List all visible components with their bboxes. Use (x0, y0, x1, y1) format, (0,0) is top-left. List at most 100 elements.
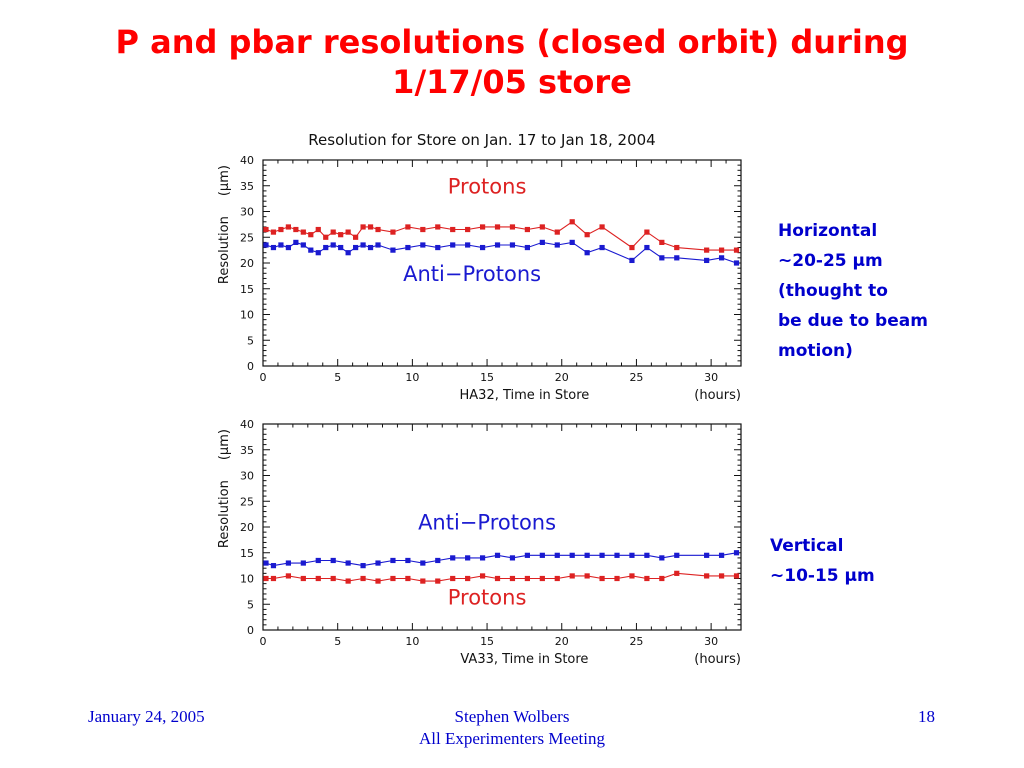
protons-point (323, 234, 329, 240)
antiprotons-point (494, 242, 501, 248)
antiprotons-point (330, 242, 336, 248)
protons-point (330, 575, 336, 582)
x-tick-label: 5 (334, 635, 341, 648)
slide-title-line-2: 1/17/05 store (392, 63, 632, 101)
vertical-note: Vertical ~10-15 µm (770, 531, 875, 591)
antiprotons-point (285, 560, 291, 566)
antiprotons-point (405, 557, 411, 564)
y-tick-label: 20 (240, 257, 254, 270)
antiprotons-point (323, 244, 329, 251)
antiprotons-point (629, 257, 635, 264)
antiprotons-point (674, 255, 680, 261)
protons-point (659, 239, 665, 245)
antiprotons-point (584, 250, 590, 256)
x-tick-label: 25 (629, 635, 643, 648)
antiprotons-point (644, 244, 650, 251)
y-axis-label: Resolution (217, 216, 232, 284)
antiprotons-point (293, 239, 299, 245)
protons-point (479, 224, 486, 230)
protons-point (494, 224, 501, 230)
protons-point (659, 575, 665, 582)
x-tick-label: 30 (704, 371, 718, 384)
antiprotons-point (659, 555, 665, 561)
antiprotons-point (465, 242, 471, 248)
protons-point (539, 575, 545, 582)
protons-point (733, 247, 740, 253)
protons-point (353, 234, 359, 240)
protons-point (450, 575, 456, 582)
protons-point (405, 575, 411, 582)
antiprotons-point (345, 560, 351, 566)
antiprotons-point (367, 244, 374, 251)
y-tick-label: 0 (247, 624, 254, 637)
protons-point (479, 573, 486, 579)
y-tick-label: 5 (247, 334, 254, 347)
antiprotons-point (539, 239, 545, 245)
protons-point (718, 573, 725, 579)
protons-point (599, 575, 605, 582)
protons-point (569, 219, 575, 225)
antiprotons-point (360, 242, 366, 248)
antiprotons-point (285, 244, 291, 251)
antiprotons-point (315, 250, 321, 256)
x-axis-label: HA32, Time in Store (460, 388, 590, 403)
protons-point (367, 224, 374, 230)
chart-title: Resolution for Store on Jan. 17 to Jan 1… (308, 131, 655, 149)
antiprotons-point (524, 244, 530, 251)
antiprotons-series-line (265, 552, 737, 567)
antiprotons-point (479, 555, 486, 561)
protons-point (569, 573, 575, 579)
protons-point (465, 226, 471, 233)
antiprotons-point (509, 555, 516, 561)
protons-point (733, 573, 740, 579)
protons-point (599, 224, 605, 230)
antiprotons-point (599, 552, 605, 558)
horizontal-note-line: (thought to (778, 281, 888, 301)
antiprotons-point (375, 242, 381, 248)
y-axis-unit: (µm) (217, 429, 232, 460)
antiprotons-point (674, 552, 680, 558)
protons-point (494, 575, 501, 582)
protons-annotation: Protons (448, 174, 527, 198)
antiprotons-point (629, 552, 635, 558)
antiprotons-point (733, 260, 740, 266)
protons-point (435, 578, 441, 584)
protons-point (330, 229, 336, 235)
antiprotons-point (569, 552, 575, 558)
vertical-resolution-chart: 0 5 10 15 20 25 30 35 40 0 5 10 15 20 25 30 VA33, Time i… (217, 418, 742, 667)
antiprotons-point (270, 563, 277, 569)
antiprotons-point (494, 552, 501, 558)
antiprotons-point (345, 250, 351, 256)
slide-title-line-1: P and pbar resolutions (closed orbit) du… (115, 23, 909, 61)
x-tick-label: 15 (480, 371, 494, 384)
antiprotons-point (718, 255, 725, 261)
protons-point (509, 575, 516, 582)
antiprotons-point (659, 255, 665, 261)
page-number: 18 (918, 707, 935, 726)
protons-point (285, 224, 291, 230)
y-axis-unit: (µm) (217, 165, 232, 196)
vertical-note-line: ~10-15 µm (770, 566, 875, 586)
protons-point (270, 229, 277, 235)
protons-point (263, 226, 269, 233)
x-tick-label: 0 (260, 635, 267, 648)
y-tick-label: 30 (240, 470, 254, 483)
y-tick-label: 25 (240, 495, 254, 508)
protons-point (285, 573, 291, 579)
antiprotons-point (435, 557, 441, 564)
protons-annotation: Protons (448, 585, 527, 609)
protons-point (375, 578, 381, 584)
antiprotons-point (644, 552, 650, 558)
antiprotons-point (375, 560, 381, 566)
antiprotons-point (353, 244, 359, 251)
protons-point (375, 226, 381, 233)
horizontal-note-line: Horizontal (778, 221, 878, 241)
protons-point (674, 244, 680, 251)
protons-point (524, 226, 530, 233)
antiprotons-point (308, 247, 314, 253)
x-axis-unit: (hours) (694, 388, 741, 403)
protons-point (300, 575, 306, 582)
y-tick-label: 5 (247, 598, 254, 611)
protons-point (435, 224, 441, 230)
protons-point (704, 247, 710, 253)
